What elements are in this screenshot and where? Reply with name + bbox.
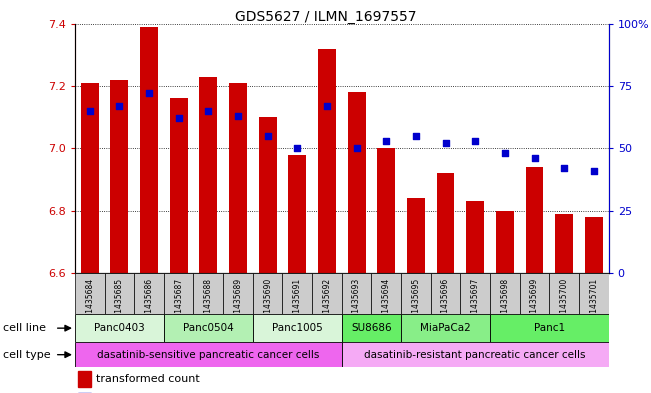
- Bar: [193, 273, 223, 314]
- Text: GSM1435696: GSM1435696: [441, 278, 450, 329]
- Text: GSM1435692: GSM1435692: [322, 278, 331, 329]
- Text: GSM1435685: GSM1435685: [115, 278, 124, 329]
- Bar: [585, 217, 603, 273]
- Text: Panc0403: Panc0403: [94, 323, 145, 333]
- Point: [589, 168, 599, 174]
- Bar: [253, 314, 342, 342]
- Point: [85, 108, 95, 114]
- Bar: [342, 273, 372, 314]
- Bar: [519, 273, 549, 314]
- Point: [381, 138, 391, 144]
- Bar: [223, 273, 253, 314]
- Bar: [401, 314, 490, 342]
- Text: GSM1435699: GSM1435699: [530, 278, 539, 329]
- Bar: [318, 48, 336, 273]
- Bar: [525, 167, 544, 273]
- Bar: [401, 273, 431, 314]
- Point: [292, 145, 303, 151]
- Point: [173, 115, 184, 121]
- Point: [203, 108, 214, 114]
- Text: MiaPaCa2: MiaPaCa2: [420, 323, 471, 333]
- Bar: [579, 273, 609, 314]
- Bar: [283, 273, 312, 314]
- Text: Panc1: Panc1: [534, 323, 565, 333]
- Point: [411, 133, 421, 139]
- Text: GSM1435698: GSM1435698: [501, 278, 509, 329]
- Text: cell line: cell line: [3, 323, 46, 333]
- Point: [144, 90, 154, 97]
- Text: GSM1435687: GSM1435687: [174, 278, 183, 329]
- Bar: [105, 273, 134, 314]
- Bar: [111, 80, 128, 273]
- Bar: [75, 342, 342, 367]
- Bar: [466, 201, 484, 273]
- Bar: [77, 371, 91, 387]
- Bar: [490, 314, 609, 342]
- Bar: [253, 273, 283, 314]
- Bar: [140, 27, 158, 273]
- Bar: [81, 83, 98, 273]
- Bar: [549, 273, 579, 314]
- Bar: [460, 273, 490, 314]
- Point: [114, 103, 124, 109]
- Text: GSM1435695: GSM1435695: [411, 278, 421, 329]
- Text: GDS5627 / ILMN_1697557: GDS5627 / ILMN_1697557: [235, 10, 416, 24]
- Text: SU8686: SU8686: [351, 323, 392, 333]
- Text: GSM1435684: GSM1435684: [85, 278, 94, 329]
- Point: [470, 138, 480, 144]
- Point: [500, 150, 510, 156]
- Text: dasatinib-resistant pancreatic cancer cells: dasatinib-resistant pancreatic cancer ce…: [365, 350, 586, 360]
- Text: GSM1435689: GSM1435689: [234, 278, 242, 329]
- Point: [262, 133, 273, 139]
- Point: [322, 103, 332, 109]
- Text: GSM1435701: GSM1435701: [589, 278, 598, 329]
- Bar: [342, 342, 609, 367]
- Bar: [496, 211, 514, 273]
- Bar: [555, 214, 573, 273]
- Bar: [75, 273, 105, 314]
- Point: [233, 113, 243, 119]
- Text: GSM1435694: GSM1435694: [381, 278, 391, 329]
- Bar: [431, 273, 460, 314]
- Bar: [170, 98, 187, 273]
- Text: GSM1435690: GSM1435690: [263, 278, 272, 329]
- Text: cell type: cell type: [3, 350, 51, 360]
- Bar: [134, 273, 164, 314]
- Bar: [372, 273, 401, 314]
- Text: GSM1435697: GSM1435697: [471, 278, 480, 329]
- Point: [352, 145, 362, 151]
- Bar: [164, 273, 193, 314]
- Point: [559, 165, 570, 171]
- Point: [440, 140, 450, 147]
- Bar: [75, 314, 164, 342]
- Text: Panc0504: Panc0504: [183, 323, 234, 333]
- Bar: [348, 92, 365, 273]
- Text: GSM1435686: GSM1435686: [145, 278, 154, 329]
- Bar: [288, 154, 306, 273]
- Bar: [164, 314, 253, 342]
- Bar: [229, 83, 247, 273]
- Text: transformed count: transformed count: [96, 374, 200, 384]
- Text: GSM1435693: GSM1435693: [352, 278, 361, 329]
- Text: GSM1435700: GSM1435700: [560, 278, 569, 329]
- Text: GSM1435691: GSM1435691: [293, 278, 302, 329]
- Bar: [490, 273, 519, 314]
- Bar: [407, 198, 425, 273]
- Text: Panc1005: Panc1005: [272, 323, 323, 333]
- Bar: [437, 173, 454, 273]
- Bar: [258, 117, 277, 273]
- Point: [529, 155, 540, 162]
- Text: dasatinib-sensitive pancreatic cancer cells: dasatinib-sensitive pancreatic cancer ce…: [97, 350, 320, 360]
- Bar: [312, 273, 342, 314]
- Bar: [342, 314, 401, 342]
- Bar: [199, 77, 217, 273]
- Text: GSM1435688: GSM1435688: [204, 278, 213, 329]
- Bar: [378, 148, 395, 273]
